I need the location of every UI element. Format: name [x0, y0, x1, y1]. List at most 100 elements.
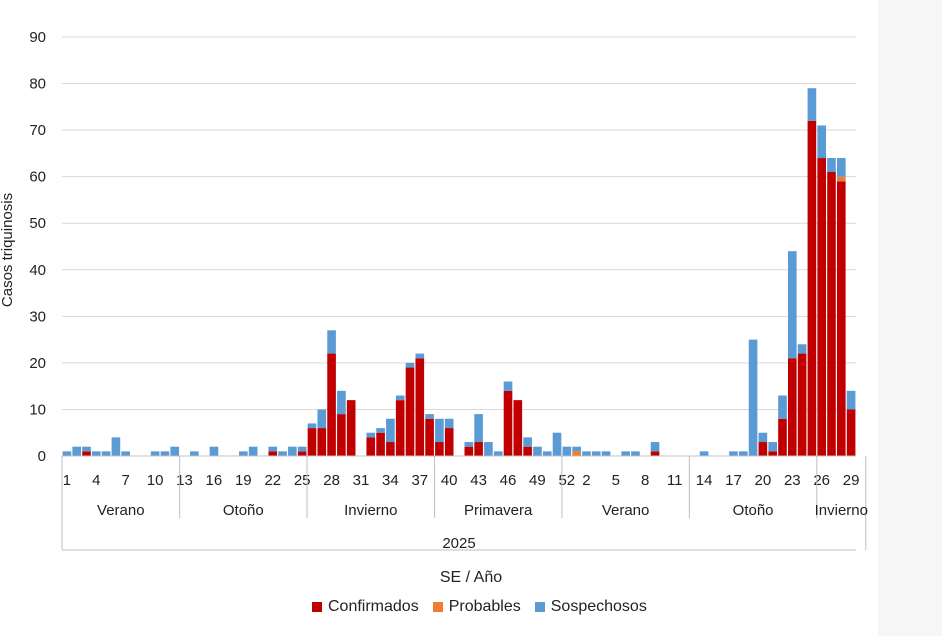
bar-sospechosos — [817, 125, 827, 159]
x-tick-label: 8 — [641, 472, 649, 489]
legend-item-probables: Probables — [432, 598, 521, 616]
y-axis-label: Casos triquinosis — [0, 193, 16, 307]
legend-label-confirmados: Confirmados — [328, 598, 419, 615]
bar-sospechosos — [435, 418, 444, 443]
bar-sospechosos — [386, 418, 395, 443]
bar-sospechosos — [484, 442, 493, 456]
x-tick-label: 19 — [235, 472, 252, 489]
bar-sospechosos — [738, 451, 748, 456]
bar-probables — [836, 176, 846, 182]
bar-confirmados — [787, 358, 797, 456]
bar-sospechosos — [778, 395, 787, 419]
y-tick-label: 30 — [29, 308, 46, 325]
x-tick-label: 17 — [725, 472, 742, 489]
bar-sospechosos — [474, 414, 483, 443]
bar-sospechosos — [288, 446, 297, 456]
x-tick-label: 46 — [500, 472, 517, 489]
x-tick-label: 29 — [843, 472, 860, 489]
bar-sospechosos — [797, 344, 807, 354]
bar-confirmados — [346, 400, 356, 456]
legend-swatch-probables — [432, 602, 443, 612]
x-tick-label: 43 — [470, 472, 487, 489]
y-tick-label: 90 — [29, 29, 46, 46]
bar-confirmados — [376, 432, 385, 456]
season-label: Verano — [97, 502, 145, 519]
bar-confirmados — [758, 442, 768, 456]
bar-confirmados — [513, 400, 523, 456]
bar-confirmados — [307, 428, 317, 456]
legend-item-confirmados: Confirmados — [312, 598, 419, 616]
bar-confirmados — [817, 158, 827, 457]
x-tick-label: 13 — [176, 472, 193, 489]
x-tick-label: 2 — [582, 472, 590, 489]
bar-sospechosos — [729, 451, 738, 456]
bar-confirmados — [82, 451, 91, 456]
x-tick-label: 11 — [667, 472, 683, 489]
season-label: Invierno — [344, 502, 397, 519]
bar-sospechosos — [62, 451, 72, 456]
bar-sospechosos — [92, 451, 101, 456]
x-tick-label: 14 — [696, 472, 713, 489]
bar-sospechosos — [190, 451, 199, 456]
bar-sospechosos — [827, 158, 836, 173]
season-label: Verano — [602, 502, 650, 519]
bar-sospechosos — [72, 446, 82, 456]
bar-confirmados — [807, 120, 817, 457]
bar-sospechosos — [444, 418, 454, 429]
bar-sospechosos — [395, 395, 405, 401]
bar-sospechosos — [503, 381, 513, 391]
bar-confirmados — [405, 367, 415, 456]
bar-sospechosos — [493, 451, 503, 456]
bar-confirmados — [386, 442, 395, 456]
bar-confirmados — [836, 181, 846, 456]
x-tick-label: 7 — [122, 472, 130, 489]
bar-confirmados — [768, 451, 777, 456]
bar-sospechosos — [552, 432, 562, 456]
legend-swatch-sospechosos — [534, 602, 545, 612]
bar-sospechosos — [787, 251, 797, 359]
legend: Confirmados Probables Sospechosos — [312, 598, 647, 616]
y-tick-label: 70 — [29, 122, 46, 139]
x-tick-label: 4 — [92, 472, 100, 489]
bar-sospechosos — [170, 446, 180, 456]
y-tick-label: 40 — [29, 262, 46, 279]
bar-sospechosos — [82, 446, 91, 452]
bar-sospechosos — [415, 353, 425, 359]
bar-sospechosos — [101, 451, 111, 456]
bar-sospechosos — [807, 88, 817, 121]
bar-confirmados — [425, 418, 434, 456]
bar-confirmados — [827, 172, 836, 456]
x-tick-label: 10 — [147, 472, 164, 489]
x-tick-label: 16 — [206, 472, 223, 489]
bar-confirmados — [650, 451, 660, 456]
bar-confirmados — [327, 353, 336, 456]
bar-confirmados — [444, 428, 454, 456]
bar-sospechosos — [748, 339, 758, 456]
bar-sospechosos — [542, 451, 552, 456]
x-tick-label: 31 — [353, 472, 370, 489]
bar-sospechosos — [121, 451, 131, 456]
bar-confirmados — [523, 446, 532, 456]
bar-confirmados — [268, 451, 278, 456]
gridlines — [62, 36, 856, 457]
bar-sospechosos — [562, 446, 572, 456]
bar-confirmados — [337, 414, 346, 456]
bar-sospechosos — [464, 442, 474, 447]
season-label: Otoño — [733, 502, 774, 519]
x-axis-label: SE / Año — [440, 569, 502, 586]
bar-sospechosos — [523, 437, 532, 447]
season-label: Primavera — [464, 502, 533, 519]
y-tick-label: 50 — [29, 215, 46, 232]
bar-sospechosos — [425, 414, 434, 419]
y-tick-label: 0 — [38, 448, 46, 465]
x-tick-label: 5 — [612, 472, 620, 489]
bar-sospechosos — [376, 428, 385, 433]
bar-sospechosos — [268, 446, 278, 452]
bar-confirmados — [317, 428, 327, 456]
x-tick-label: 37 — [411, 472, 428, 489]
bar-sospechosos — [699, 451, 709, 456]
x-tick-label: 28 — [323, 472, 340, 489]
bar-sospechosos — [836, 158, 846, 177]
background-panel — [878, 0, 942, 636]
